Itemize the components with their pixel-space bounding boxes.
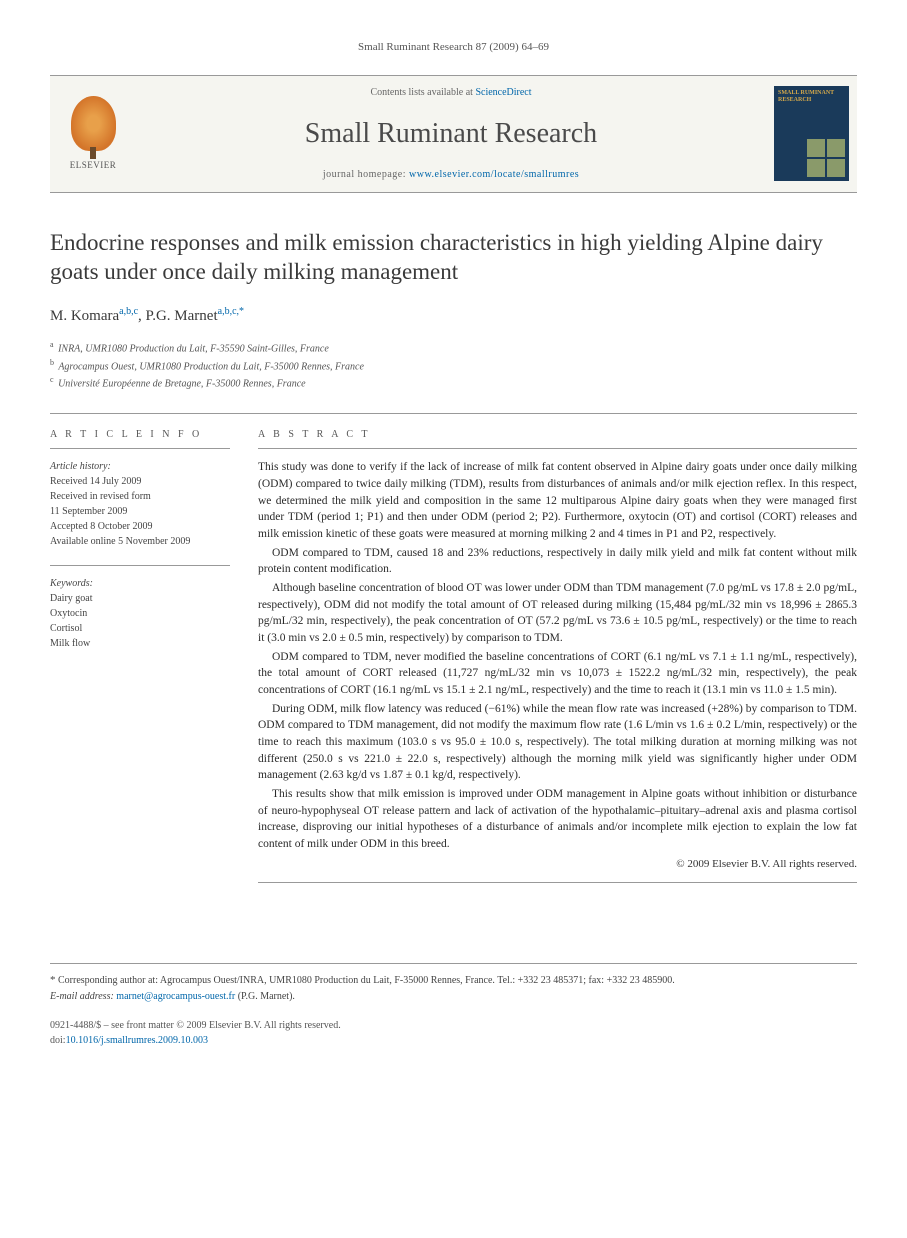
keyword-3: Milk flow — [50, 636, 230, 651]
elsevier-tree-icon — [71, 96, 116, 151]
history-label: Article history: — [50, 459, 230, 474]
abstract-heading: A B S T R A C T — [258, 428, 857, 449]
affiliation-c: c Université Européenne de Bretagne, F-3… — [50, 374, 857, 391]
contents-line: Contents lists available at ScienceDirec… — [128, 86, 774, 100]
article-info-column: A R T I C L E I N F O Article history: R… — [50, 428, 230, 883]
author-2-affil-link[interactable]: a,b,c, — [218, 306, 239, 317]
article-title: Endocrine responses and milk emission ch… — [50, 228, 857, 288]
masthead-center: Contents lists available at ScienceDirec… — [128, 86, 774, 181]
keyword-0: Dairy goat — [50, 591, 230, 606]
corr-text: Corresponding author at: Agrocampus Oues… — [58, 975, 675, 986]
affiliations: a INRA, UMR1080 Production du Lait, F-35… — [50, 339, 857, 391]
keywords-label: Keywords: — [50, 576, 230, 591]
sciencedirect-link[interactable]: ScienceDirect — [475, 87, 531, 98]
keyword-2: Cortisol — [50, 621, 230, 636]
doi-prefix: doi: — [50, 1035, 66, 1046]
corresponding-author-note: * Corresponding author at: Agrocampus Ou… — [50, 972, 857, 989]
journal-masthead: ELSEVIER Contents lists available at Sci… — [50, 75, 857, 192]
author-1: M. Komara — [50, 308, 119, 324]
affil-sup-b: b — [50, 358, 54, 367]
affil-text-c: Université Européenne de Bretagne, F-350… — [58, 378, 306, 389]
issn-line: 0921-4488/$ – see front matter © 2009 El… — [50, 1018, 857, 1033]
affil-sup-a: a — [50, 340, 54, 349]
history-line-1: Received in revised form — [50, 489, 230, 504]
page-footer: * Corresponding author at: Agrocampus Ou… — [50, 963, 857, 1048]
email-line: E-mail address: marnet@agrocampus-ouest.… — [50, 989, 857, 1004]
homepage-line: journal homepage: www.elsevier.com/locat… — [128, 168, 774, 182]
elsevier-logo: ELSEVIER — [58, 91, 128, 176]
affil-sup-c: c — [50, 375, 54, 384]
doi-line: doi:10.1016/j.smallrumres.2009.10.003 — [50, 1033, 857, 1048]
email-label: E-mail address: — [50, 991, 116, 1002]
abstract-text: This study was done to verify if the lac… — [258, 459, 857, 852]
homepage-prefix: journal homepage: — [323, 169, 409, 180]
corresponding-star-link[interactable]: * — [239, 306, 244, 317]
author-2: , P.G. Marnet — [138, 308, 218, 324]
footer-meta: 0921-4488/$ – see front matter © 2009 El… — [50, 1018, 857, 1048]
abstract-copyright: © 2009 Elsevier B.V. All rights reserved… — [258, 857, 857, 883]
abstract-para-0: This study was done to verify if the lac… — [258, 459, 857, 542]
author-1-affil-link[interactable]: a,b,c — [119, 306, 138, 317]
journal-name: Small Ruminant Research — [128, 114, 774, 153]
history-line-0: Received 14 July 2009 — [50, 474, 230, 489]
abstract-para-4: During ODM, milk flow latency was reduce… — [258, 701, 857, 784]
history-line-3: Accepted 8 October 2009 — [50, 519, 230, 534]
email-link[interactable]: marnet@agrocampus-ouest.fr — [116, 991, 235, 1002]
cover-title: SMALL RUMINANT RESEARCH — [778, 90, 849, 103]
author-list: M. Komaraa,b,c, P.G. Marneta,b,c,* — [50, 305, 857, 327]
abstract-column: A B S T R A C T This study was done to v… — [258, 428, 857, 883]
author-2-affil-sup: a,b,c,* — [218, 306, 244, 317]
history-line-4: Available online 5 November 2009 — [50, 534, 230, 549]
article-history-block: Article history: Received 14 July 2009 R… — [50, 459, 230, 549]
abstract-para-1: ODM compared to TDM, caused 18 and 23% r… — [258, 545, 857, 578]
email-suffix: (P.G. Marnet). — [235, 991, 295, 1002]
keywords-block: Keywords: Dairy goat Oxytocin Cortisol M… — [50, 576, 230, 651]
journal-cover-thumbnail: SMALL RUMINANT RESEARCH — [774, 86, 849, 181]
abstract-para-5: This results show that milk emission is … — [258, 786, 857, 853]
article-info-heading: A R T I C L E I N F O — [50, 428, 230, 449]
keyword-1: Oxytocin — [50, 606, 230, 621]
info-abstract-row: A R T I C L E I N F O Article history: R… — [50, 413, 857, 883]
abstract-para-2: Although baseline concentration of blood… — [258, 580, 857, 647]
contents-prefix: Contents lists available at — [370, 87, 475, 98]
star-icon: * — [50, 974, 56, 986]
affiliation-a: a INRA, UMR1080 Production du Lait, F-35… — [50, 339, 857, 356]
author-1-affil-sup: a,b,c — [119, 306, 138, 317]
history-line-2: 11 September 2009 — [50, 504, 230, 519]
abstract-para-3: ODM compared to TDM, never modified the … — [258, 649, 857, 699]
doi-link[interactable]: 10.1016/j.smallrumres.2009.10.003 — [66, 1035, 209, 1046]
elsevier-logo-text: ELSEVIER — [70, 159, 117, 172]
info-divider — [50, 565, 230, 566]
cover-image-grid — [807, 139, 845, 177]
affil-text-a: INRA, UMR1080 Production du Lait, F-3559… — [58, 344, 329, 355]
homepage-link[interactable]: www.elsevier.com/locate/smallrumres — [409, 169, 579, 180]
running-head: Small Ruminant Research 87 (2009) 64–69 — [50, 40, 857, 55]
affil-text-b: Agrocampus Ouest, UMR1080 Production du … — [58, 361, 364, 372]
affiliation-b: b Agrocampus Ouest, UMR1080 Production d… — [50, 357, 857, 374]
